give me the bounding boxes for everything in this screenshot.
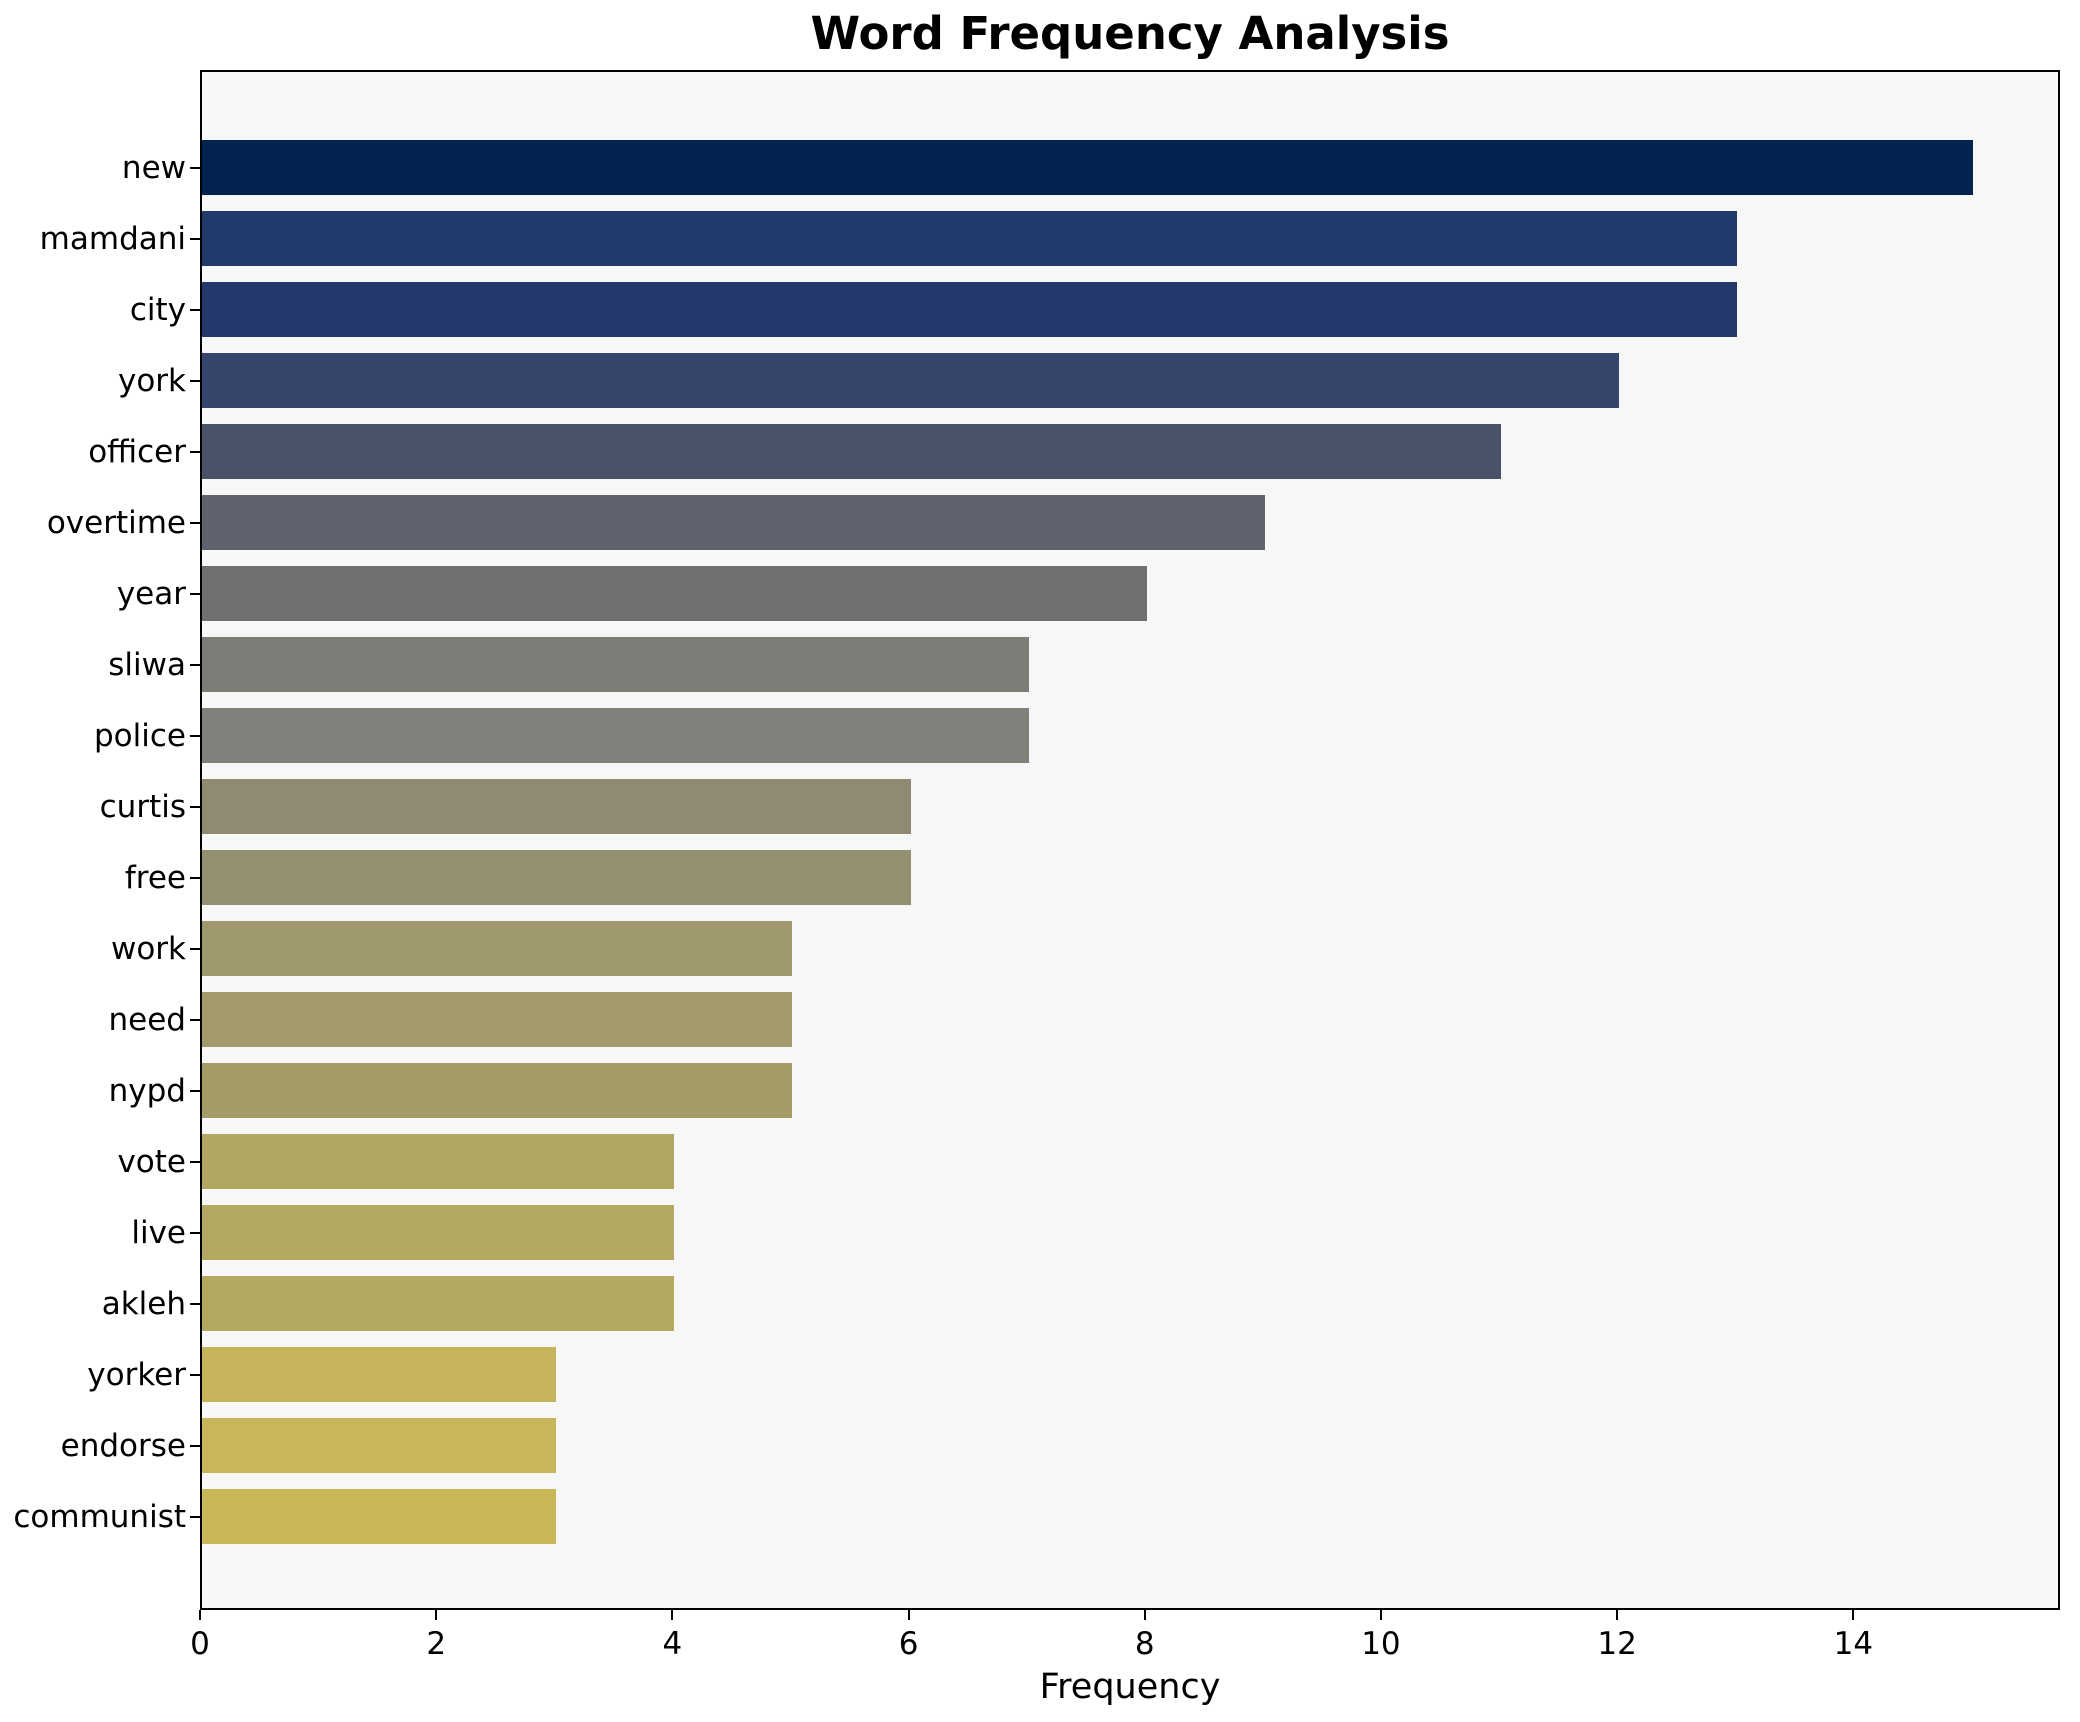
- y-tick-mark-communist: [190, 1515, 200, 1518]
- x-tick-label-8: 8: [1134, 1626, 1155, 1662]
- y-tick-label-sliwa: sliwa: [108, 646, 186, 683]
- y-tick-label-police: police: [94, 717, 186, 754]
- chart-title: Word Frequency Analysis: [810, 7, 1450, 60]
- y-tick-label-new: new: [121, 149, 186, 186]
- y-tick-label-curtis: curtis: [99, 788, 186, 825]
- bar-akleh: [202, 1276, 675, 1331]
- x-tick-label-10: 10: [1361, 1626, 1401, 1662]
- bar-overtime: [202, 495, 1265, 550]
- y-tick-mark-yorker: [190, 1373, 200, 1376]
- bar-work: [202, 921, 793, 976]
- x-tick-mark-12: [1616, 1610, 1619, 1620]
- bar-endorse: [202, 1418, 557, 1473]
- x-tick-mark-6: [907, 1610, 910, 1620]
- y-tick-label-communist: communist: [13, 1498, 186, 1535]
- bar-communist: [202, 1489, 557, 1544]
- y-tick-label-vote: vote: [117, 1143, 186, 1180]
- y-tick-label-work: work: [110, 930, 186, 967]
- y-tick-label-endorse: endorse: [60, 1427, 186, 1464]
- bar-nypd: [202, 1063, 793, 1118]
- y-tick-label-free: free: [124, 859, 186, 896]
- x-tick-mark-14: [1852, 1610, 1855, 1620]
- bar-curtis: [202, 779, 911, 834]
- bar-year: [202, 566, 1147, 621]
- y-tick-mark-officer: [190, 450, 200, 453]
- x-tick-label-4: 4: [662, 1626, 683, 1662]
- y-tick-label-overtime: overtime: [46, 504, 186, 541]
- bar-free: [202, 850, 911, 905]
- bar-police: [202, 708, 1029, 763]
- y-tick-label-nypd: nypd: [108, 1072, 186, 1109]
- y-tick-mark-free: [190, 876, 200, 879]
- y-tick-mark-akleh: [190, 1302, 200, 1305]
- y-tick-label-need: need: [108, 1001, 186, 1038]
- y-tick-mark-live: [190, 1231, 200, 1234]
- bar-yorker: [202, 1347, 557, 1402]
- y-tick-label-yorker: yorker: [87, 1356, 186, 1393]
- x-tick-mark-4: [671, 1610, 674, 1620]
- y-tick-label-mamdani: mamdani: [39, 220, 186, 257]
- y-tick-mark-york: [190, 379, 200, 382]
- y-tick-mark-work: [190, 947, 200, 950]
- bar-new: [202, 140, 1974, 195]
- x-tick-label-2: 2: [426, 1626, 447, 1662]
- x-tick-label-12: 12: [1597, 1626, 1637, 1662]
- y-tick-label-york: york: [117, 362, 186, 399]
- y-tick-label-akleh: akleh: [101, 1285, 186, 1322]
- y-tick-mark-police: [190, 734, 200, 737]
- x-axis-label: Frequency: [1039, 1667, 1221, 1707]
- bar-city: [202, 282, 1738, 337]
- plot-area: new mamdani city york officer overtime year sli…: [13, 70, 2060, 1610]
- bar-york: [202, 353, 1620, 408]
- y-tick-mark-overtime: [190, 521, 200, 524]
- y-tick-mark-sliwa: [190, 663, 200, 666]
- x-tick-mark-10: [1379, 1610, 1382, 1620]
- bar-officer: [202, 424, 1502, 479]
- y-tick-mark-city: [190, 308, 200, 311]
- y-tick-mark-mamdani: [190, 237, 200, 240]
- y-tick-mark-new: [190, 166, 200, 169]
- y-tick-mark-need: [190, 1018, 200, 1021]
- x-tick-mark-8: [1143, 1610, 1146, 1620]
- y-tick-mark-nypd: [190, 1089, 200, 1092]
- y-tick-label-city: city: [129, 291, 186, 328]
- y-tick-label-officer: officer: [88, 433, 186, 470]
- y-tick-mark-year: [190, 592, 200, 595]
- bar-vote: [202, 1134, 675, 1189]
- x-tick-mark-2: [435, 1610, 438, 1620]
- y-tick-label-live: live: [131, 1214, 186, 1251]
- x-tick-label-14: 14: [1833, 1626, 1874, 1662]
- bar-mamdani: [202, 211, 1738, 266]
- x-tick-mark-0: [199, 1610, 201, 1620]
- y-tick-mark-endorse: [190, 1444, 200, 1447]
- x-tick-label-6: 6: [898, 1626, 919, 1662]
- x-tick-label-0: 0: [190, 1626, 210, 1662]
- y-tick-label-year: year: [116, 575, 186, 612]
- bar-need: [202, 992, 793, 1047]
- y-tick-mark-curtis: [190, 805, 200, 808]
- bar-live: [202, 1205, 675, 1260]
- bar-sliwa: [202, 637, 1029, 692]
- y-tick-mark-vote: [190, 1160, 200, 1163]
